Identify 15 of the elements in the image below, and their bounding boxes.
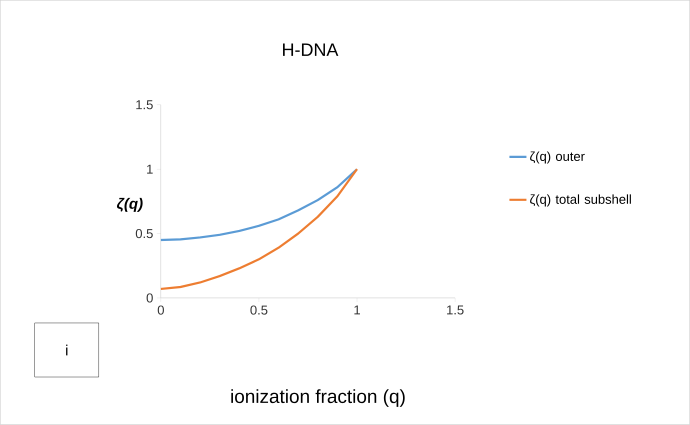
y-axis-title: ζ(q) — [116, 198, 143, 212]
legend-label: ζ(q) outer — [530, 152, 585, 164]
y-tick-label: 0.5 — [136, 229, 153, 238]
y-tick-label: 0 — [146, 293, 153, 303]
x-tick-label: 0.5 — [250, 306, 268, 315]
text: i — [66, 344, 68, 356]
legend-label: ζ(q) total subshell — [530, 194, 631, 207]
y-tick-label: 1 — [147, 164, 153, 174]
chart-title: H-DNA — [283, 44, 338, 56]
x-axis-title: ionization fraction (q) — [231, 389, 405, 407]
y-tick-label: 1.5 — [136, 100, 153, 110]
line-series — [160, 168, 358, 290]
x-tick-label: 0 — [158, 306, 164, 315]
x-tick-label: 1 — [354, 306, 360, 315]
x-tick-label: 1.5 — [447, 306, 464, 315]
